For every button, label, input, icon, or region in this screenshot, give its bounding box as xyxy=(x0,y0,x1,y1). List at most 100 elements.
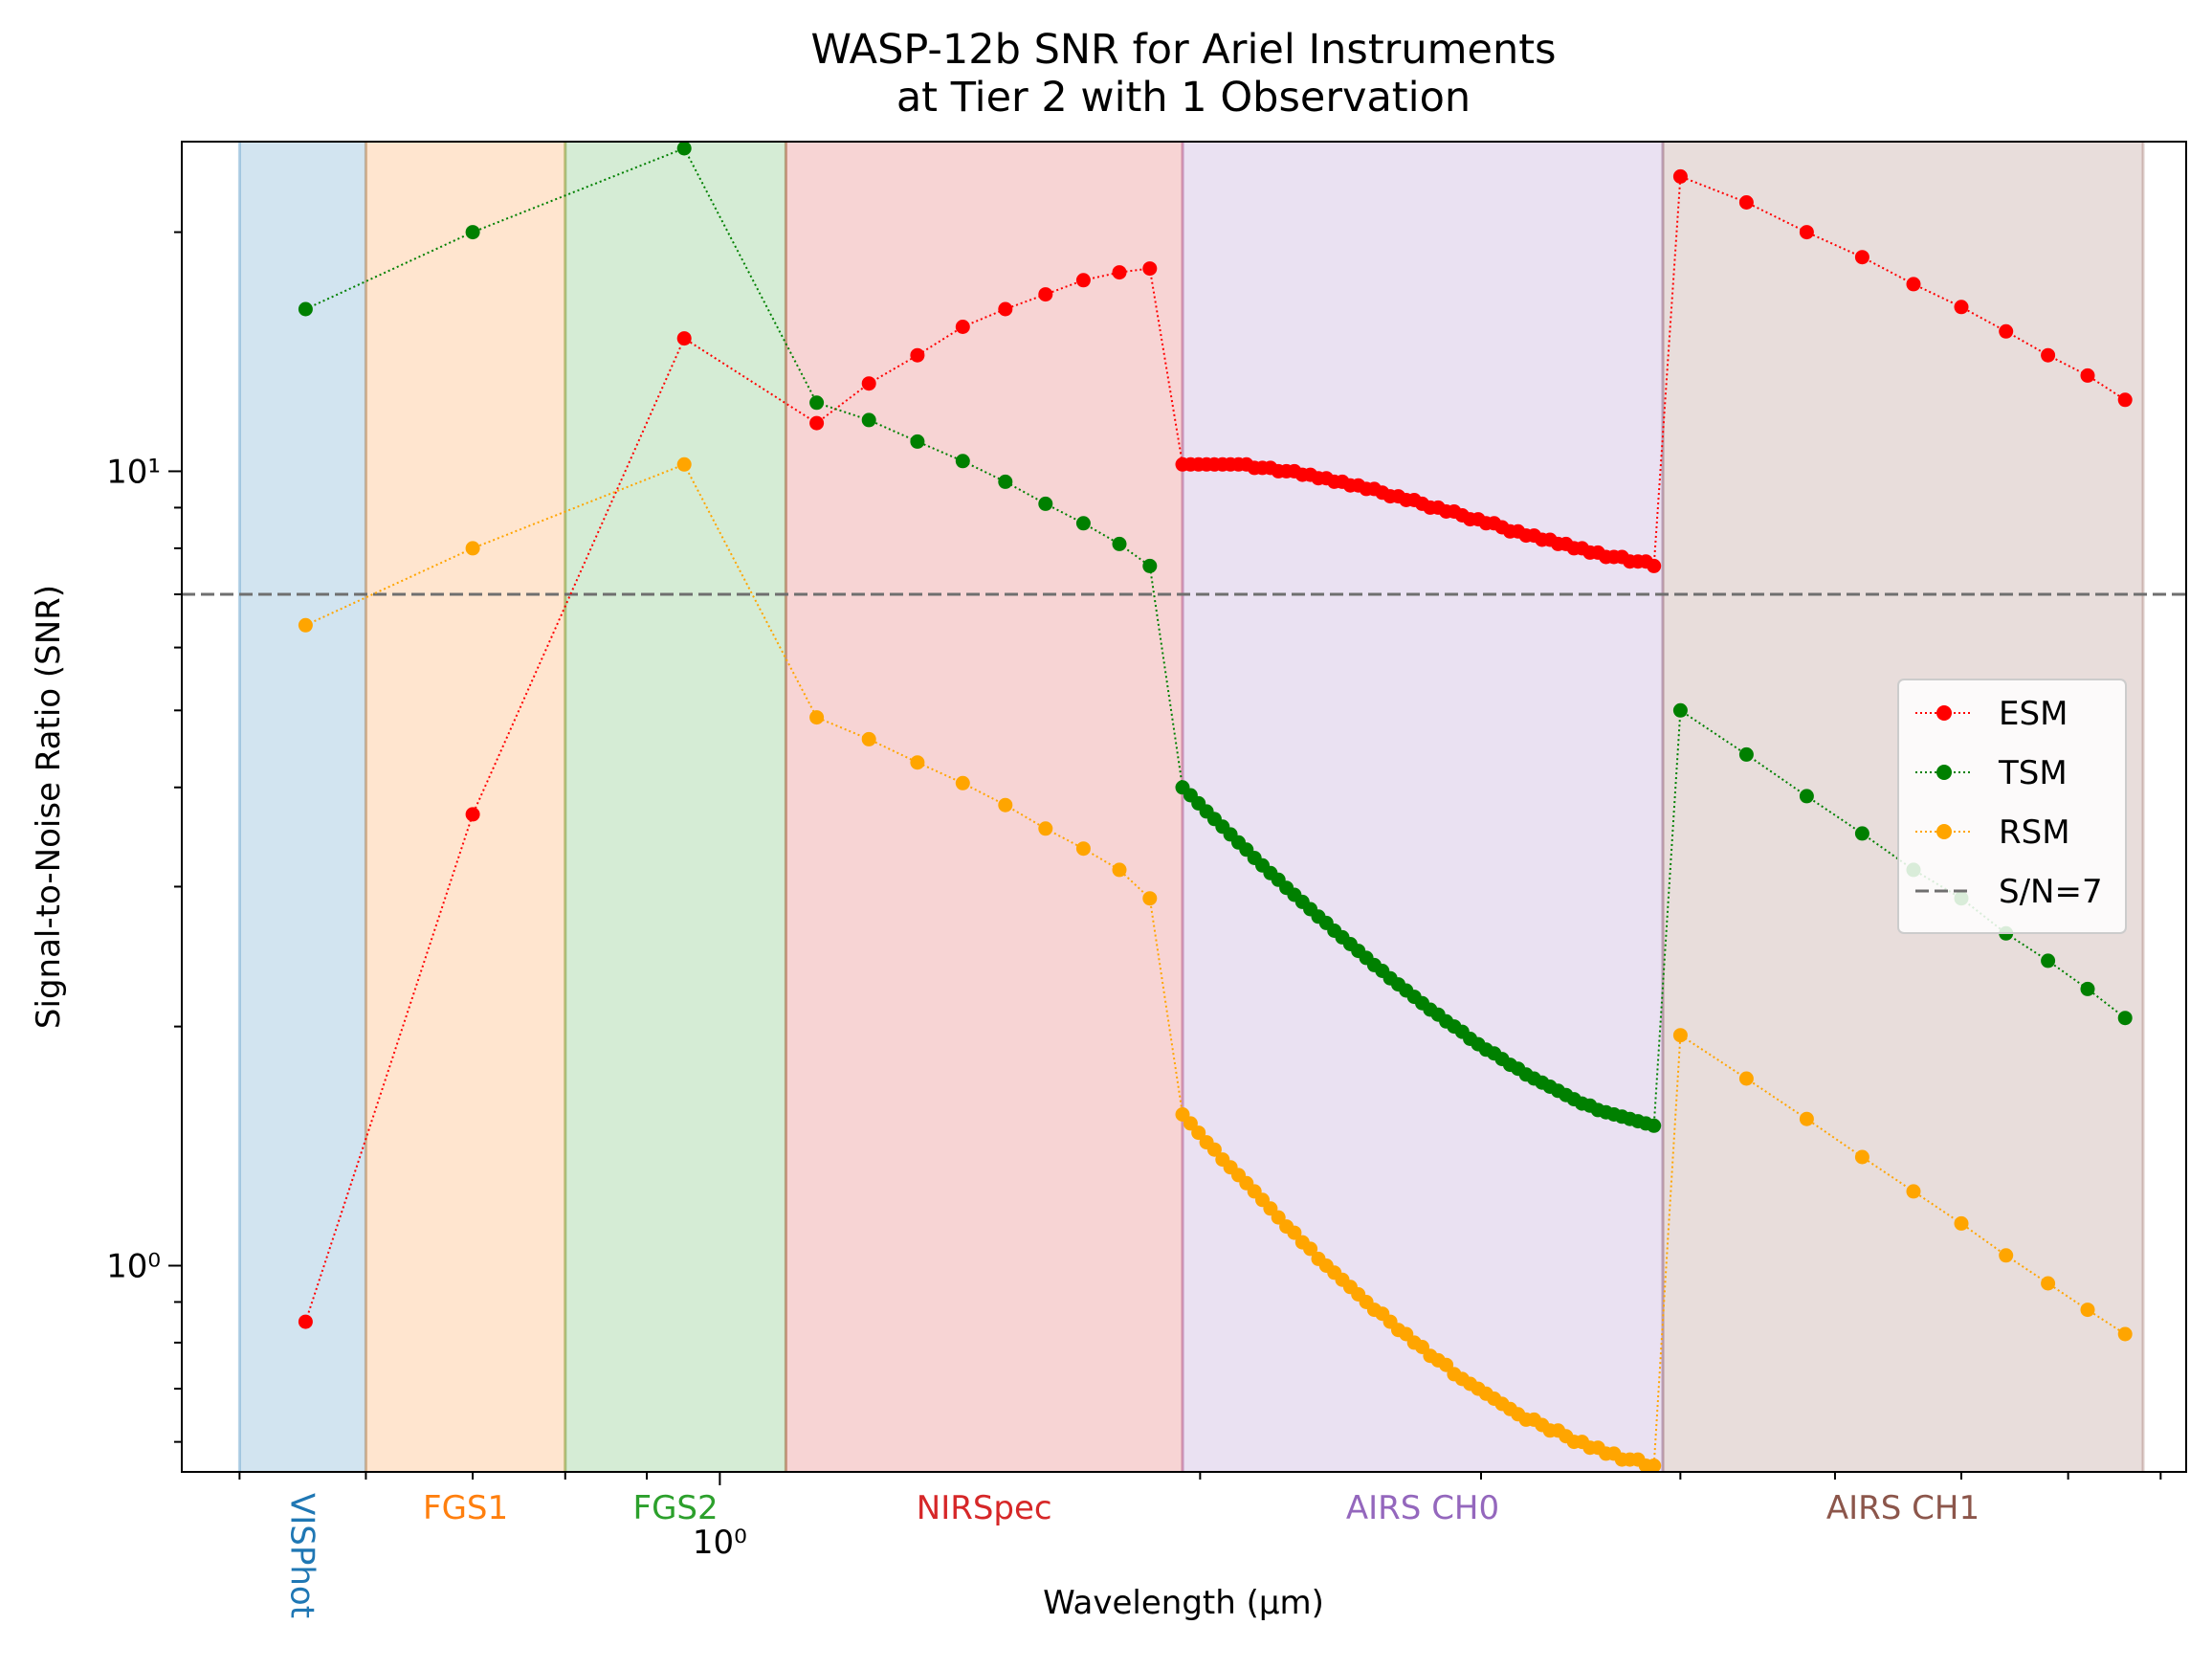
data-point-rsm xyxy=(1142,891,1158,906)
band-label: VISPhot xyxy=(282,1493,321,1618)
data-point-rsm xyxy=(1854,1149,1869,1165)
data-point-esm xyxy=(998,301,1013,317)
data-point-tsm xyxy=(1854,826,1869,841)
data-point-tsm xyxy=(298,301,313,317)
band-fgs1 xyxy=(365,142,565,1472)
data-point-rsm xyxy=(2080,1303,2095,1318)
data-point-rsm xyxy=(1287,1225,1302,1240)
x-axis-label: Wavelength (μm) xyxy=(1043,1584,1324,1622)
data-point-esm xyxy=(1854,250,1869,265)
legend-label: TSM xyxy=(1998,754,2068,792)
data-point-tsm xyxy=(809,395,825,411)
band-label: AIRS CH0 xyxy=(1346,1489,1499,1527)
data-point-esm xyxy=(861,376,876,391)
data-point-rsm xyxy=(1038,821,1053,836)
data-point-esm xyxy=(955,320,970,334)
band-nirspec xyxy=(785,142,1183,1472)
y-tick-label: 10¹ xyxy=(106,453,161,491)
data-point-rsm xyxy=(298,617,313,633)
data-point-tsm xyxy=(861,412,876,428)
data-point-rsm xyxy=(1075,841,1091,857)
band-visphot xyxy=(239,142,366,1472)
data-point-esm xyxy=(465,807,480,822)
x-tick-label: 10⁰ xyxy=(693,1524,747,1562)
data-point-esm xyxy=(1738,195,1754,210)
data-point-rsm xyxy=(1647,1458,1662,1473)
data-point-tsm xyxy=(1799,789,1814,804)
data-point-rsm xyxy=(910,755,925,770)
chart-title-line: at Tier 2 with 1 Observation xyxy=(896,74,1471,122)
data-point-esm xyxy=(910,347,925,363)
data-point-rsm xyxy=(465,541,480,556)
data-point-tsm xyxy=(1142,558,1158,573)
data-point-tsm xyxy=(1672,702,1688,718)
y-tick-label: 10⁰ xyxy=(106,1247,161,1285)
data-point-esm xyxy=(676,331,692,346)
data-point-esm xyxy=(1906,277,1921,292)
data-point-rsm xyxy=(861,731,876,746)
plot-frame xyxy=(181,141,2187,1473)
data-point-rsm xyxy=(2041,1276,2056,1291)
band-label: FGS2 xyxy=(633,1489,719,1527)
data-point-tsm xyxy=(1038,496,1053,511)
data-point-tsm xyxy=(1075,516,1091,531)
data-point-tsm xyxy=(1738,746,1754,762)
data-point-tsm xyxy=(1112,536,1127,551)
data-point-rsm xyxy=(1738,1071,1754,1086)
data-point-esm xyxy=(1075,273,1091,288)
data-point-esm xyxy=(1954,300,1969,315)
data-point-rsm xyxy=(1303,1241,1318,1257)
data-point-tsm xyxy=(465,225,480,240)
data-point-tsm xyxy=(955,454,970,469)
data-point-esm xyxy=(2041,347,2056,363)
data-point-rsm xyxy=(1206,1142,1222,1157)
legend-box xyxy=(1897,679,2127,934)
data-point-esm xyxy=(809,415,825,431)
data-point-esm xyxy=(298,1314,313,1329)
data-point-rsm xyxy=(676,456,692,472)
band-label: NIRSpec xyxy=(917,1489,1052,1527)
data-point-esm xyxy=(1672,168,1688,184)
legend-marker xyxy=(1936,765,1952,780)
band-label: FGS1 xyxy=(423,1489,508,1527)
data-point-esm xyxy=(1647,558,1662,573)
data-point-rsm xyxy=(809,710,825,725)
data-point-esm xyxy=(2080,367,2095,383)
data-point-tsm xyxy=(998,474,1013,489)
legend-marker xyxy=(1936,705,1952,721)
data-point-rsm xyxy=(1112,862,1127,878)
data-point-rsm xyxy=(1999,1248,2014,1263)
data-point-esm xyxy=(2117,392,2133,408)
data-point-esm xyxy=(1999,323,2014,339)
legend: ESM TSM RSM S/N=7 xyxy=(1897,679,2127,934)
chart-title-line: WASP-12b SNR for Ariel Instruments xyxy=(811,26,1557,74)
legend-label: ESM xyxy=(1999,695,2068,733)
plot-area xyxy=(182,141,2186,1473)
chart-title: WASP-12b SNR for Ariel Instruments at Tie… xyxy=(811,26,1557,122)
data-point-rsm xyxy=(1799,1111,1814,1126)
data-point-tsm xyxy=(1647,1118,1662,1133)
data-point-tsm xyxy=(2117,1011,2133,1026)
data-point-rsm xyxy=(1906,1184,1921,1199)
data-point-rsm xyxy=(955,775,970,790)
data-point-rsm xyxy=(998,797,1013,813)
data-point-rsm xyxy=(2117,1326,2133,1342)
band-label: AIRS CH1 xyxy=(1826,1489,1980,1527)
data-point-esm xyxy=(1142,261,1158,277)
data-point-rsm xyxy=(1954,1215,1969,1231)
data-point-rsm xyxy=(1191,1125,1206,1141)
legend-marker xyxy=(1936,824,1952,839)
y-axis-label: Signal-to-Noise Ratio (SNR) xyxy=(30,585,68,1029)
data-point-esm xyxy=(1038,287,1053,302)
data-point-tsm xyxy=(2080,981,2095,996)
data-point-tsm xyxy=(676,141,692,156)
data-point-tsm xyxy=(910,434,925,449)
axis-ticks: 10⁰ 10¹ 10⁰ xyxy=(106,231,2162,1562)
legend-label: S/N=7 xyxy=(1999,873,2103,911)
data-point-esm xyxy=(1799,225,1814,240)
data-point-tsm xyxy=(2041,953,2056,969)
band-fgs2 xyxy=(564,142,786,1472)
data-point-esm xyxy=(1112,265,1127,280)
data-point-rsm xyxy=(1672,1028,1688,1043)
